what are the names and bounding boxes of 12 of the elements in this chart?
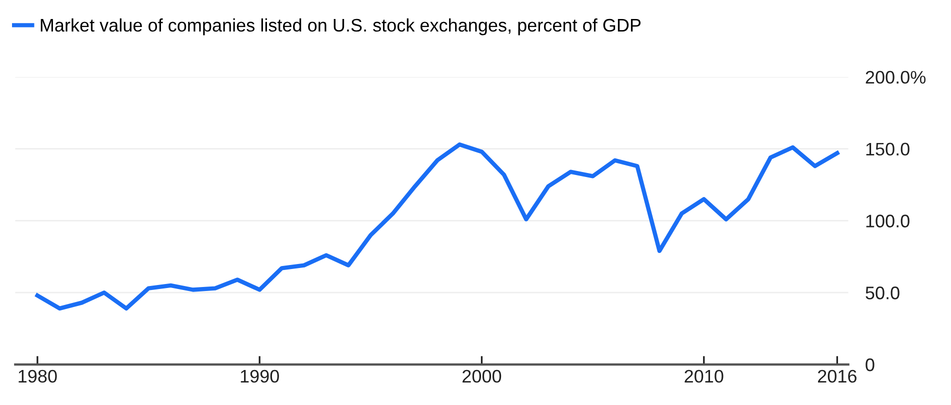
- x-tick-label: 1990: [240, 370, 279, 383]
- y-tick-label: 0: [866, 358, 874, 372]
- y-tick-label: 150.0: [866, 142, 910, 156]
- y-tick-label: 50.0: [866, 286, 900, 300]
- x-tick-label: 2016: [818, 370, 856, 383]
- x-tick-label: 1980: [18, 370, 57, 383]
- line-series: [35, 142, 840, 311]
- x-tick-label: 2000: [462, 370, 502, 383]
- x-tick-label: 2010: [684, 370, 724, 383]
- y-tick-label: 100.0: [866, 214, 910, 228]
- y-tick-label: 200.0%: [866, 70, 926, 84]
- legend-label: Market value of companies listed on U.S. stock exchanges, percent of GDP: [40, 18, 641, 36]
